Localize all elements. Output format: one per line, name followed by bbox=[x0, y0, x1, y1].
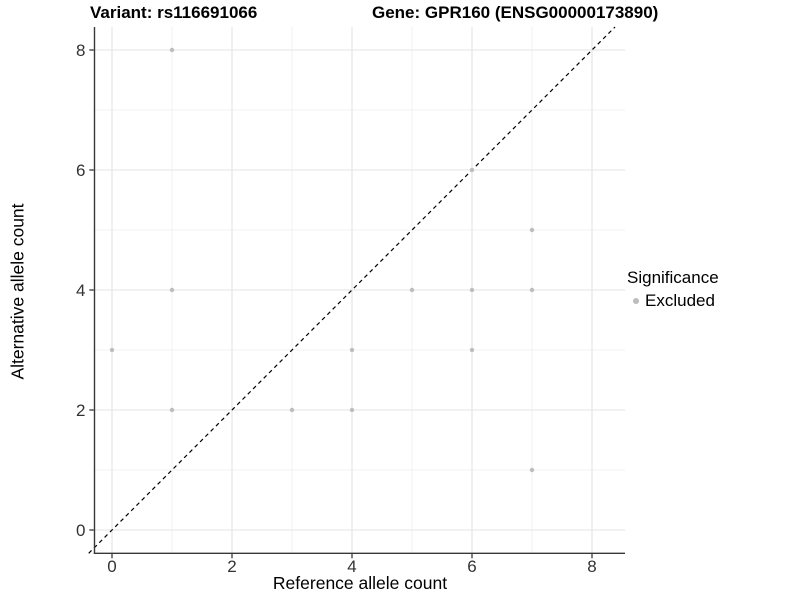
plot-title-variant: Variant: rs116691066 bbox=[90, 3, 258, 22]
data-point bbox=[529, 227, 535, 233]
data-point bbox=[409, 287, 415, 293]
data-point bbox=[349, 347, 355, 353]
y-tick-label: 0 bbox=[76, 521, 85, 540]
legend-item: Excluded bbox=[627, 291, 719, 311]
legend-title: Significance bbox=[627, 268, 719, 287]
data-point bbox=[169, 407, 175, 413]
data-point bbox=[469, 347, 475, 353]
data-point bbox=[349, 407, 355, 413]
x-tick-label: 2 bbox=[227, 557, 236, 576]
y-tick-label: 6 bbox=[76, 161, 85, 180]
plot-title-gene: Gene: GPR160 (ENSG00000173890) bbox=[372, 3, 659, 22]
x-tick-label: 4 bbox=[347, 557, 356, 576]
data-point bbox=[469, 287, 475, 293]
data-point bbox=[109, 347, 115, 353]
x-tick-label: 8 bbox=[587, 557, 596, 576]
data-point bbox=[289, 407, 295, 413]
y-tick-label: 2 bbox=[76, 401, 85, 420]
y-axis-title: Alternative allele count bbox=[7, 203, 28, 380]
excluded-point-icon bbox=[633, 298, 639, 304]
data-point bbox=[169, 47, 175, 53]
y-tick-label: 4 bbox=[76, 281, 85, 300]
data-point bbox=[529, 287, 535, 293]
data-point bbox=[469, 167, 475, 173]
data-point bbox=[529, 467, 535, 473]
legend-item-label: Excluded bbox=[645, 291, 715, 310]
x-tick-label: 6 bbox=[467, 557, 476, 576]
data-point bbox=[169, 287, 175, 293]
x-axis-title: Reference allele count bbox=[272, 573, 448, 593]
y-tick-label: 8 bbox=[76, 41, 85, 60]
x-tick-label: 0 bbox=[107, 557, 116, 576]
legend: Significance Excluded bbox=[627, 268, 719, 311]
